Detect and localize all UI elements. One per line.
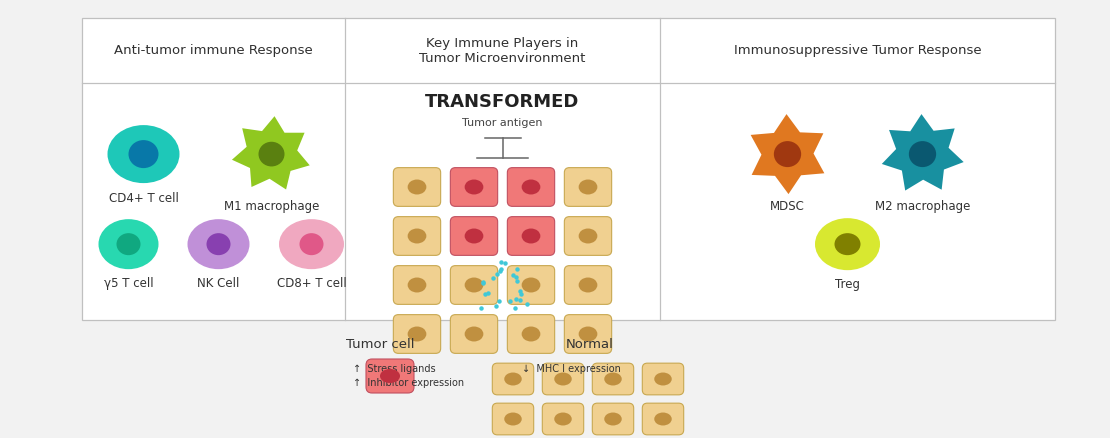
FancyBboxPatch shape bbox=[82, 18, 1054, 320]
Text: MDSC: MDSC bbox=[770, 200, 805, 213]
Text: Normal: Normal bbox=[566, 338, 614, 351]
FancyBboxPatch shape bbox=[451, 265, 497, 304]
FancyBboxPatch shape bbox=[593, 363, 634, 395]
FancyBboxPatch shape bbox=[507, 168, 555, 206]
FancyBboxPatch shape bbox=[543, 403, 584, 435]
FancyBboxPatch shape bbox=[366, 359, 414, 393]
FancyBboxPatch shape bbox=[643, 363, 684, 395]
Ellipse shape bbox=[407, 326, 426, 342]
Ellipse shape bbox=[554, 413, 572, 425]
Ellipse shape bbox=[206, 233, 231, 255]
FancyBboxPatch shape bbox=[493, 403, 534, 435]
Ellipse shape bbox=[815, 218, 880, 270]
FancyBboxPatch shape bbox=[393, 265, 441, 304]
Ellipse shape bbox=[380, 369, 400, 383]
Ellipse shape bbox=[504, 373, 522, 385]
Ellipse shape bbox=[465, 326, 483, 342]
FancyBboxPatch shape bbox=[451, 314, 497, 353]
Ellipse shape bbox=[654, 373, 672, 385]
FancyBboxPatch shape bbox=[493, 363, 534, 395]
Polygon shape bbox=[750, 114, 825, 194]
Ellipse shape bbox=[522, 229, 541, 244]
Text: M1 macrophage: M1 macrophage bbox=[224, 200, 320, 213]
Ellipse shape bbox=[188, 219, 250, 269]
Polygon shape bbox=[881, 114, 963, 191]
Text: γ5 T cell: γ5 T cell bbox=[103, 277, 153, 290]
Ellipse shape bbox=[129, 140, 159, 168]
FancyBboxPatch shape bbox=[507, 314, 555, 353]
Text: Treg: Treg bbox=[835, 278, 860, 291]
FancyBboxPatch shape bbox=[451, 168, 497, 206]
Text: Immunosuppressive Tumor Response: Immunosuppressive Tumor Response bbox=[734, 44, 981, 57]
Ellipse shape bbox=[578, 278, 597, 293]
Text: Tumor cell: Tumor cell bbox=[345, 338, 414, 351]
Text: NK Cell: NK Cell bbox=[198, 277, 240, 290]
Ellipse shape bbox=[522, 326, 541, 342]
Ellipse shape bbox=[522, 278, 541, 293]
Ellipse shape bbox=[465, 180, 483, 194]
Text: ↓  MHC I expression: ↓ MHC I expression bbox=[523, 364, 622, 374]
Ellipse shape bbox=[407, 180, 426, 194]
Ellipse shape bbox=[99, 219, 159, 269]
FancyBboxPatch shape bbox=[543, 363, 584, 395]
FancyBboxPatch shape bbox=[451, 217, 497, 255]
Ellipse shape bbox=[407, 229, 426, 244]
FancyBboxPatch shape bbox=[564, 168, 612, 206]
Ellipse shape bbox=[279, 219, 344, 269]
Text: CD4+ T cell: CD4+ T cell bbox=[109, 192, 179, 205]
Ellipse shape bbox=[554, 373, 572, 385]
Text: CD8+ T cell: CD8+ T cell bbox=[276, 277, 346, 290]
Text: ↑  Inhibitor expression: ↑ Inhibitor expression bbox=[353, 378, 464, 388]
FancyBboxPatch shape bbox=[393, 168, 441, 206]
Ellipse shape bbox=[578, 229, 597, 244]
Ellipse shape bbox=[300, 233, 323, 255]
FancyBboxPatch shape bbox=[564, 265, 612, 304]
FancyBboxPatch shape bbox=[507, 265, 555, 304]
Ellipse shape bbox=[654, 413, 672, 425]
FancyBboxPatch shape bbox=[564, 314, 612, 353]
Ellipse shape bbox=[407, 278, 426, 293]
Ellipse shape bbox=[909, 141, 936, 167]
Ellipse shape bbox=[578, 180, 597, 194]
Ellipse shape bbox=[604, 413, 622, 425]
Ellipse shape bbox=[465, 278, 483, 293]
Text: Tumor antigen: Tumor antigen bbox=[462, 118, 543, 128]
FancyBboxPatch shape bbox=[643, 403, 684, 435]
Ellipse shape bbox=[117, 233, 141, 255]
FancyBboxPatch shape bbox=[507, 217, 555, 255]
Ellipse shape bbox=[774, 141, 801, 167]
Ellipse shape bbox=[108, 125, 180, 183]
Text: TRANSFORMED: TRANSFORMED bbox=[425, 93, 579, 111]
Text: M2 macrophage: M2 macrophage bbox=[875, 200, 970, 213]
Text: ↑  Stress ligands: ↑ Stress ligands bbox=[353, 364, 435, 374]
FancyBboxPatch shape bbox=[393, 314, 441, 353]
FancyBboxPatch shape bbox=[564, 217, 612, 255]
Ellipse shape bbox=[259, 142, 284, 166]
Ellipse shape bbox=[504, 413, 522, 425]
FancyBboxPatch shape bbox=[393, 217, 441, 255]
Text: Anti-tumor immune Response: Anti-tumor immune Response bbox=[114, 44, 313, 57]
Ellipse shape bbox=[835, 233, 860, 255]
FancyBboxPatch shape bbox=[593, 403, 634, 435]
Polygon shape bbox=[232, 116, 310, 190]
Text: Key Immune Players in
Tumor Microenvironment: Key Immune Players in Tumor Microenviron… bbox=[420, 36, 586, 64]
Ellipse shape bbox=[604, 373, 622, 385]
Ellipse shape bbox=[578, 326, 597, 342]
Ellipse shape bbox=[465, 229, 483, 244]
Ellipse shape bbox=[522, 180, 541, 194]
